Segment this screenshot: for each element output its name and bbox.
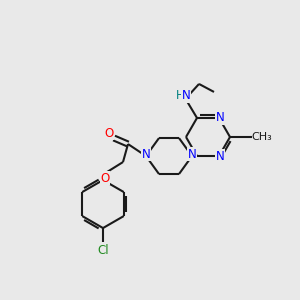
- Text: N: N: [142, 148, 150, 160]
- Text: H: H: [176, 89, 184, 102]
- Text: O: O: [104, 127, 114, 140]
- Text: N: N: [216, 111, 224, 124]
- Text: N: N: [216, 150, 224, 163]
- Text: Cl: Cl: [97, 244, 109, 256]
- Text: O: O: [100, 172, 109, 184]
- Text: N: N: [182, 89, 190, 102]
- Text: N: N: [188, 148, 196, 160]
- Text: CH₃: CH₃: [252, 132, 272, 142]
